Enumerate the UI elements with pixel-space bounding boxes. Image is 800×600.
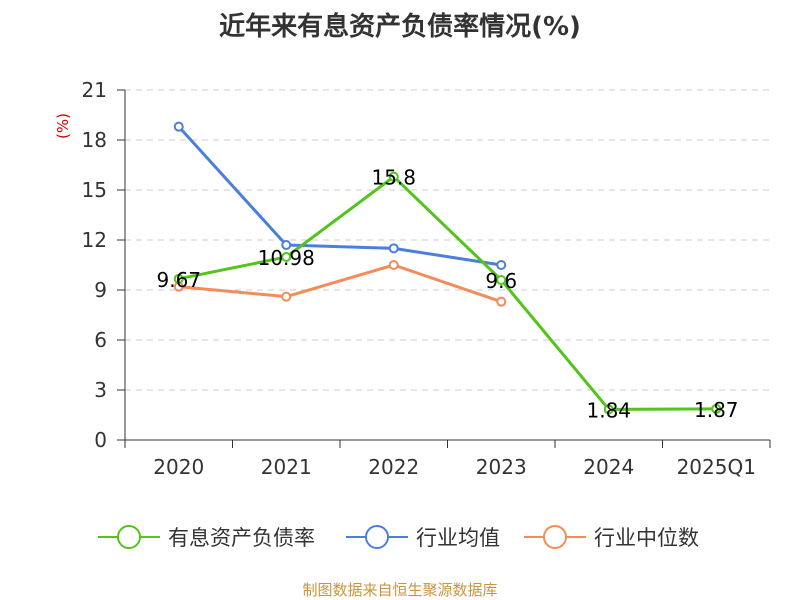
grid-lines [125, 89, 770, 391]
x-tick-label: 2020 [153, 455, 204, 479]
y-tick-label: 0 [94, 428, 107, 452]
series-line-0 [178, 175, 717, 411]
y-tick-label: 6 [94, 328, 107, 352]
legend-item-1: 行业均值 [346, 525, 500, 550]
y-tick-label: 18 [82, 128, 107, 152]
data-label: 15.8 [371, 166, 416, 190]
y-tick-label: 21 [82, 78, 107, 102]
data-label: 9.67 [156, 268, 201, 292]
legend-marker [543, 525, 567, 549]
series-layer [173, 121, 722, 415]
data-label: 1.84 [586, 398, 631, 422]
legend-label: 有息资产负债率 [168, 526, 315, 550]
data-point [496, 275, 507, 285]
source-note: 制图数据来自恒生聚源数据库 [302, 581, 498, 599]
legend-marker [117, 525, 141, 549]
data-label: 9.6 [485, 269, 517, 293]
data-labels: 9.67 10.98 15.8 9.6 1.84 1.87 [156, 166, 738, 423]
data-point [281, 240, 292, 250]
y-axis-unit: (%) [54, 113, 72, 139]
legend-item-2: 行业中位数 [524, 525, 699, 550]
x-tick-label: 2021 [261, 455, 312, 479]
data-point [496, 260, 507, 270]
y-tick-label: 15 [82, 178, 107, 202]
y-tick-label: 3 [94, 378, 107, 402]
x-tick-label: 2023 [476, 455, 527, 479]
legend-item-0: 有息资产负债率 [98, 525, 315, 550]
data-label: 1.87 [694, 398, 739, 422]
series-line-2 [178, 263, 502, 304]
data-point [603, 404, 614, 415]
data-point [496, 296, 507, 307]
data-point [388, 243, 399, 254]
data-point [388, 171, 399, 182]
x-tick-label: 2022 [368, 455, 419, 479]
legend: 有息资产负债率 行业均值 行业中位数 [98, 525, 699, 550]
legend-label: 行业均值 [416, 526, 500, 550]
data-point [388, 260, 399, 270]
data-point [281, 291, 292, 302]
data-point [173, 121, 184, 132]
chart-title: 近年来有息资产负债率情况(%) [219, 12, 581, 42]
legend-marker [365, 525, 389, 549]
y-tick-label: 12 [82, 228, 107, 252]
data-point [173, 273, 184, 284]
axes: 0 3 6 9 12 15 18 21 (%) 2020 2021 2022 2023 2024 2025Q… [54, 78, 771, 479]
y-tick-label: 9 [94, 278, 107, 302]
x-tick-label: 2025Q1 [677, 455, 756, 479]
series-line-1 [177, 125, 502, 267]
x-tick-label: 2024 [583, 455, 634, 479]
legend-label: 行业中位数 [594, 526, 699, 550]
data-point [711, 403, 722, 414]
data-point [281, 252, 292, 262]
data-label: 10.98 [258, 246, 315, 270]
